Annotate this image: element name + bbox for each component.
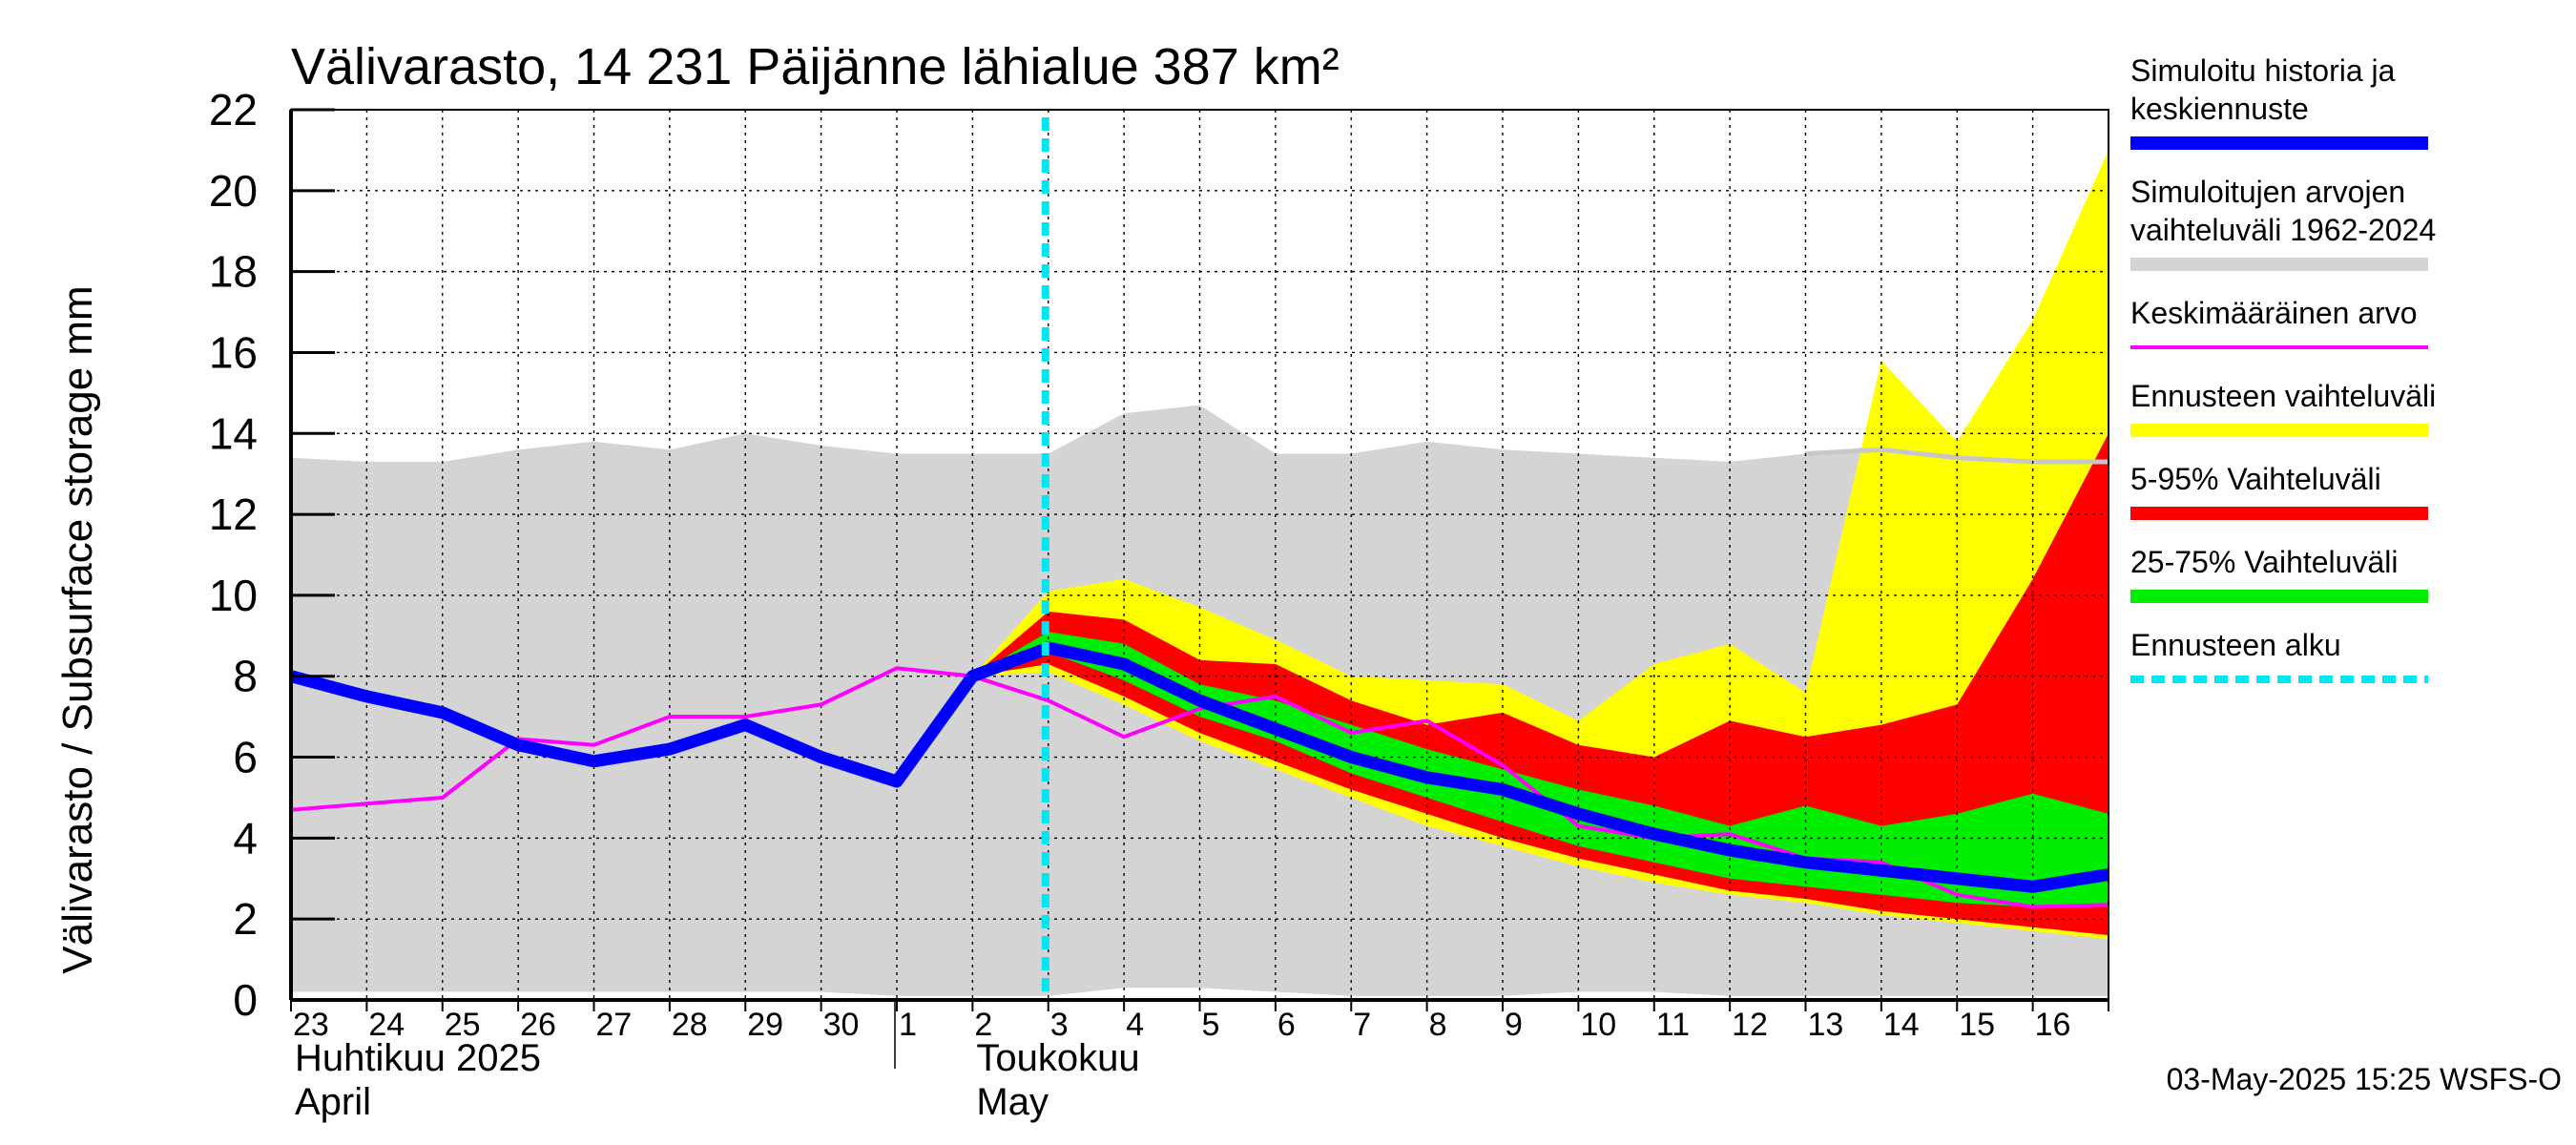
- p5-95-band: [972, 433, 2109, 936]
- x-tick-label: 13: [1808, 1007, 1844, 1043]
- x-tick-label: 25: [445, 1007, 481, 1043]
- legend-label: 5-95% Vaihteluväli: [2130, 462, 2381, 496]
- x-tick-label: 26: [520, 1007, 556, 1043]
- timestamp: 03-May-2025 15:25 WSFS-O: [2167, 1062, 2562, 1096]
- x-tick-label: 27: [596, 1007, 633, 1043]
- y-tick-label: 18: [209, 247, 258, 297]
- month-label-fi: Huhtikuu 2025: [295, 1037, 541, 1079]
- y-tick-label: 12: [209, 489, 258, 539]
- simulated-median-line: [291, 641, 2109, 893]
- x-tick-label: 30: [823, 1007, 860, 1043]
- legend-label: vaihteluväli 1962-2024: [2130, 213, 2436, 247]
- y-tick-label: 4: [233, 813, 258, 863]
- x-tick-label: 7: [1353, 1007, 1371, 1043]
- x-tick-label: 1: [899, 1007, 917, 1043]
- y-tick-label: 22: [209, 85, 258, 135]
- x-tick-label: 4: [1126, 1007, 1144, 1043]
- x-tick-label: 11: [1656, 1007, 1690, 1043]
- x-tick-label: 23: [293, 1007, 329, 1043]
- y-axis-label: Välivarasto / Subsurface storage mm: [54, 285, 101, 973]
- plot-data-group: [291, 110, 2109, 1000]
- legend-label: keskiennuste: [2130, 92, 2309, 126]
- legend-label: 25-75% Vaihteluväli: [2130, 545, 2398, 579]
- x-tick-label: 14: [1883, 1007, 1920, 1043]
- month-label-en: April: [295, 1081, 371, 1123]
- y-tick-label: 6: [233, 733, 258, 782]
- historical-max-line: [1805, 447, 2109, 465]
- x-tick-label: 2: [974, 1007, 992, 1043]
- x-tick-label: 15: [1959, 1007, 1995, 1043]
- month-label-en: May: [976, 1081, 1049, 1123]
- legend-label: Ennusteen vaihteluväli: [2130, 379, 2436, 413]
- y-tick-label: 2: [233, 894, 258, 944]
- x-tick-label: 24: [368, 1007, 405, 1043]
- legend-label: Ennusteen alku: [2130, 628, 2341, 662]
- x-tick-label: 8: [1429, 1007, 1447, 1043]
- grid-lines: [291, 110, 2109, 1000]
- y-tick-label: 20: [209, 166, 258, 216]
- x-tick-label: 12: [1732, 1007, 1768, 1043]
- x-tick-label: 3: [1050, 1007, 1069, 1043]
- y-tick-label: 10: [209, 571, 258, 620]
- x-tick-label: 5: [1202, 1007, 1220, 1043]
- y-tick-label: 8: [233, 652, 258, 701]
- x-tick-label: 16: [2035, 1007, 2071, 1043]
- y-tick-label: 0: [233, 975, 258, 1025]
- x-tick-label: 10: [1580, 1007, 1616, 1043]
- x-tick-label: 29: [747, 1007, 783, 1043]
- x-tick-label: 6: [1278, 1007, 1296, 1043]
- x-tick-label: 28: [672, 1007, 708, 1043]
- x-tick-label: 9: [1505, 1007, 1523, 1043]
- chart-title: Välivarasto, 14 231 Päijänne lähialue 38…: [291, 38, 1340, 95]
- month-label-fi: Toukokuu: [976, 1037, 1139, 1079]
- legend-label: Keskimääräinen arvo: [2130, 296, 2418, 330]
- y-tick-label: 16: [209, 327, 258, 377]
- y-tick-label: 14: [209, 408, 258, 458]
- legend-label: Simuloitu historia ja: [2130, 53, 2396, 88]
- legend-label: Simuloitujen arvojen: [2130, 175, 2405, 209]
